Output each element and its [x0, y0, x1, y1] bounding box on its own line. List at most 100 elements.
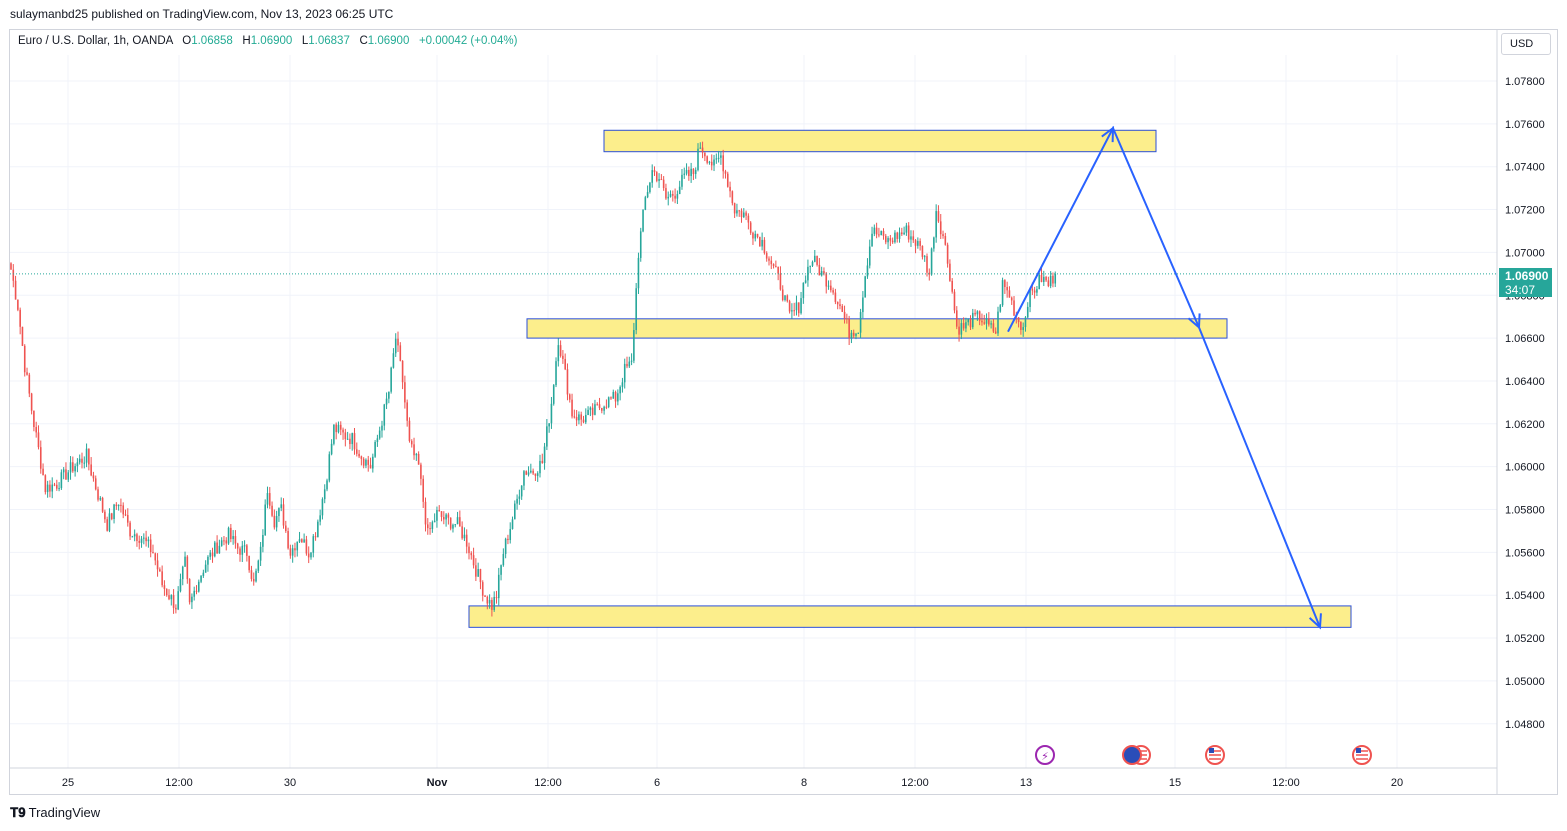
- candle-body: [143, 537, 145, 539]
- price-tick-label: 1.04800: [1505, 719, 1545, 731]
- candle-body: [216, 542, 218, 554]
- candle-body: [381, 425, 383, 431]
- candle-body: [516, 498, 518, 504]
- candle-body: [818, 264, 821, 276]
- time-tick-label: 15: [1169, 777, 1181, 789]
- candle-body: [923, 256, 926, 258]
- candle-body: [997, 311, 999, 334]
- candle-body: [337, 424, 340, 433]
- candle-body: [78, 458, 81, 463]
- candle-body: [433, 520, 436, 523]
- candle-body: [156, 560, 159, 570]
- candle-body: [752, 232, 754, 239]
- candle-body: [891, 240, 894, 243]
- candle-body: [33, 410, 35, 428]
- candle-body: [1042, 276, 1045, 283]
- candle-body: [273, 515, 276, 528]
- candle-body: [518, 496, 521, 499]
- candle-body: [454, 524, 457, 526]
- candle-body: [520, 485, 523, 497]
- candle-body: [797, 302, 800, 314]
- candle-body: [472, 555, 475, 566]
- candle-body: [937, 211, 940, 222]
- candle-body: [1033, 290, 1036, 293]
- candles-layer: [10, 141, 1497, 617]
- candle-body: [358, 453, 360, 457]
- candle-body: [942, 234, 944, 237]
- candle-body: [850, 332, 853, 338]
- candle-body: [708, 161, 711, 163]
- candle-body: [404, 382, 406, 403]
- candle-body: [710, 161, 713, 166]
- candle-body: [802, 282, 805, 299]
- candle-body: [120, 504, 122, 506]
- lightning-glyph: ⚡: [1041, 750, 1049, 763]
- footer-brand[interactable]: 𝐓𝟗 TradingView: [10, 805, 100, 821]
- candle-body: [754, 233, 757, 239]
- candle-body: [756, 233, 759, 237]
- candle-body: [571, 399, 573, 417]
- candle-body: [172, 595, 175, 608]
- candle-body: [339, 424, 342, 430]
- candle-body: [596, 404, 599, 406]
- candle-body: [440, 511, 443, 517]
- candle-body: [969, 319, 972, 328]
- candle-body: [781, 289, 784, 301]
- candle-body: [83, 462, 86, 464]
- candle-body: [905, 225, 908, 233]
- candle-body: [564, 358, 566, 370]
- candle-body: [186, 556, 189, 580]
- brand-name: TradingView: [28, 805, 101, 820]
- arrowhead-up: [1101, 126, 1115, 143]
- candle-body: [674, 195, 676, 199]
- symbol-legend: Euro / U.S. Dollar, 1h, OANDA O1.06858 H…: [18, 35, 517, 47]
- candle-body: [981, 320, 983, 323]
- candle-body: [786, 295, 789, 302]
- candle-body: [410, 440, 413, 445]
- candle-body: [777, 266, 779, 274]
- symbol-name: Euro / U.S. Dollar, 1h, OANDA: [18, 35, 173, 47]
- candle-body: [491, 599, 493, 610]
- candle-body: [617, 393, 619, 402]
- candle-body: [901, 232, 903, 235]
- candle-body: [204, 564, 207, 573]
- candle-body: [136, 534, 138, 541]
- candle-body: [917, 241, 919, 246]
- candle-body: [319, 515, 321, 522]
- candle-body: [949, 263, 951, 281]
- candle-body: [1006, 287, 1008, 291]
- candle-body: [958, 326, 960, 335]
- candle-body: [397, 338, 399, 346]
- candle-body: [282, 504, 285, 526]
- candle-body: [486, 596, 489, 604]
- candle-body: [894, 232, 896, 243]
- candle-body: [72, 462, 74, 472]
- candle-body: [271, 505, 273, 516]
- currency-button[interactable]: USD: [1501, 33, 1551, 55]
- candle-body: [999, 305, 1002, 312]
- candle-body: [85, 448, 88, 463]
- candle-body: [896, 232, 899, 239]
- candle-body: [88, 448, 90, 465]
- candle-body: [502, 553, 505, 566]
- candle-body: [761, 239, 763, 247]
- candle-body: [385, 398, 388, 405]
- candle-body: [651, 170, 653, 183]
- time-tick-label: 12:00: [165, 777, 193, 789]
- candle-body: [1040, 274, 1043, 283]
- candle-body: [662, 179, 665, 189]
- candle-body: [628, 361, 631, 367]
- candle-body: [181, 566, 184, 580]
- candle-body: [28, 374, 31, 394]
- candle-body: [724, 171, 727, 174]
- candle-body: [438, 510, 441, 512]
- candle-body: [94, 478, 97, 490]
- candle-body: [843, 311, 846, 319]
- projection-path: [1007, 125, 1321, 628]
- price-tick-label: 1.06000: [1505, 462, 1545, 474]
- candle-body: [424, 501, 427, 525]
- candle-body: [866, 265, 869, 277]
- candle-body: [390, 367, 392, 392]
- candle-body: [722, 155, 724, 172]
